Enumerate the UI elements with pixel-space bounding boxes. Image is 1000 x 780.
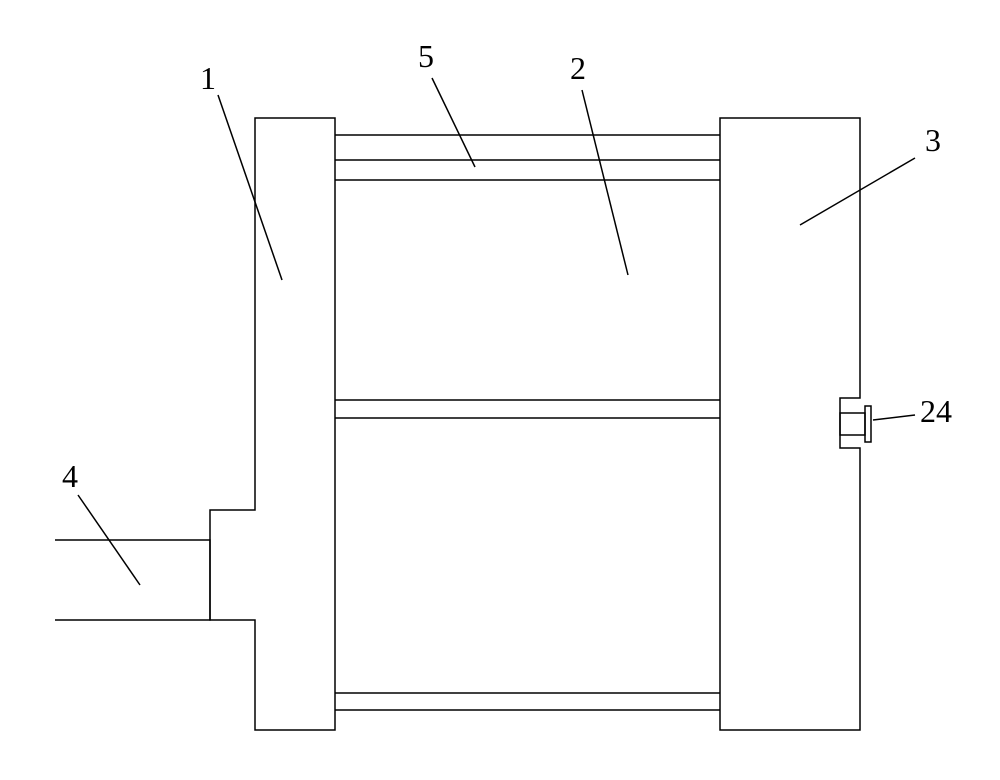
label-24: 24 [920,393,952,430]
port-24-flange [865,406,871,442]
input-shaft [55,540,210,620]
leader-3 [800,158,915,225]
leader-2 [582,90,628,275]
label-5: 5 [418,38,434,75]
label-2: 2 [570,50,586,87]
mechanical-diagram [0,0,1000,780]
port-24-body [840,413,865,435]
label-4: 4 [62,458,78,495]
label-1: 1 [200,60,216,97]
label-3: 3 [925,122,941,159]
left-block [210,118,335,730]
leader-24 [873,415,915,420]
leader-1 [218,95,282,280]
right-block [720,118,860,730]
leader-5 [432,78,475,167]
